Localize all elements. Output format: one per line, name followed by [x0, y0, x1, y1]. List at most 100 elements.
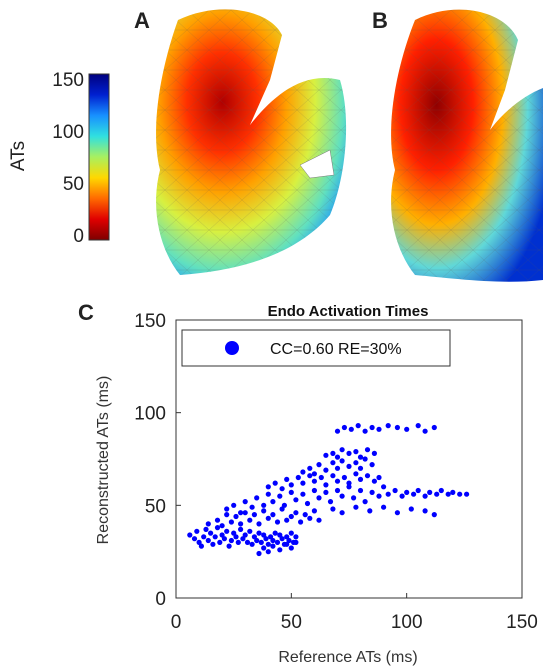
scatter-point — [323, 467, 329, 473]
scatter-point — [293, 534, 299, 540]
scatter-point — [265, 484, 271, 490]
scatter-point — [316, 495, 322, 501]
scatter-point — [210, 541, 216, 547]
scatter-point — [376, 426, 382, 432]
scatter-point — [307, 473, 313, 479]
scatter-point — [353, 460, 359, 466]
scatter-point — [369, 489, 375, 495]
scatter-point — [242, 532, 248, 538]
scatter-point — [235, 539, 241, 546]
scatter-point — [353, 449, 359, 455]
scatter-point — [334, 428, 341, 434]
scatter-point — [404, 489, 410, 495]
scatter-point — [364, 447, 371, 453]
y-tick-label: 0 — [155, 589, 166, 610]
scatter-point — [217, 539, 223, 546]
scatter-point — [265, 549, 271, 555]
scatter-point — [385, 423, 391, 429]
scatter-point — [341, 424, 347, 431]
scatter-point — [240, 536, 246, 542]
scatter-point — [334, 487, 341, 494]
scatter-point — [214, 525, 221, 531]
scatter-point — [270, 511, 276, 518]
y-tick-label: 50 — [145, 496, 166, 517]
scatter-point — [367, 508, 373, 514]
scatter-point — [411, 491, 417, 497]
scatter-point — [307, 465, 313, 471]
colorbar-tick-0: 0 — [73, 226, 84, 247]
scatter-point — [316, 517, 322, 523]
scatter-point — [265, 541, 271, 547]
scatter-point — [194, 528, 200, 534]
scatter-point — [277, 493, 283, 499]
scatter-point — [311, 487, 317, 494]
legend-entry: CC=0.60 RE=30% — [270, 341, 402, 358]
scatter-point — [399, 493, 405, 499]
scatter-point — [392, 487, 398, 494]
scatter-point — [300, 491, 306, 497]
scatter-point — [311, 508, 317, 514]
scatter-point — [371, 450, 377, 456]
scatter-point — [219, 523, 225, 529]
scatter-point — [203, 526, 209, 533]
scatter-point — [270, 543, 276, 549]
scatter-point — [233, 513, 239, 520]
scatter-point — [263, 536, 269, 542]
scatter-point — [376, 493, 382, 499]
colorbar-tick-150: 150 — [52, 70, 84, 91]
scatter-point — [205, 521, 211, 527]
scatter-point — [191, 536, 198, 542]
y-axis-ticks: 0 50 100 150 — [134, 311, 181, 610]
scatter-point — [224, 528, 230, 534]
scatter-point — [353, 504, 359, 510]
scatter-point — [394, 424, 400, 431]
scatter-point — [224, 506, 230, 512]
scatter-point — [316, 462, 322, 468]
scatter-point — [431, 424, 437, 431]
scatter-point — [357, 454, 364, 460]
scatter-point — [339, 447, 345, 453]
scatter-point — [284, 476, 290, 482]
scatter-point — [258, 539, 264, 546]
scatter-point — [346, 480, 352, 486]
scatter-point — [286, 537, 292, 544]
scatter-point — [357, 465, 364, 471]
scatter-point — [371, 478, 377, 484]
scatter-point — [339, 458, 345, 464]
scatter-point — [279, 506, 285, 512]
scatter-point — [445, 491, 451, 497]
scatter-point — [256, 521, 262, 527]
chart-title: Endo Activation Times — [268, 303, 429, 320]
scatter-point — [311, 478, 317, 484]
scatter-point — [293, 497, 299, 503]
scatter-point — [334, 454, 341, 460]
scatter-point — [351, 495, 357, 501]
x-tick-label: 0 — [171, 612, 182, 633]
scatter-point — [284, 541, 290, 547]
scatter-point — [228, 537, 234, 544]
scatter-point — [274, 519, 281, 525]
scatter-point — [307, 515, 313, 521]
scatter-point — [265, 515, 271, 521]
scatter-point — [212, 534, 218, 540]
scatter-point — [293, 510, 299, 516]
y-axis-label: Reconstructed ATs (ms) — [95, 376, 112, 545]
scatter-point — [334, 465, 341, 471]
legend: CC=0.60 RE=30% — [181, 329, 451, 367]
scatter-point — [254, 495, 260, 501]
scatter-point — [464, 491, 470, 497]
scatter-point — [300, 480, 306, 486]
scatter-point — [256, 550, 262, 557]
scatter-point — [272, 530, 278, 536]
scatter-point — [357, 487, 364, 494]
x-axis-label: Reference ATs (ms) — [278, 649, 417, 666]
scatter-point — [385, 491, 391, 497]
scatter-point — [293, 539, 299, 546]
scatter-point — [334, 478, 341, 484]
scatter-point — [226, 543, 232, 549]
scatter-point — [277, 547, 283, 553]
scatter-point — [330, 473, 336, 479]
scatter-point — [198, 543, 204, 549]
scatter-point — [221, 536, 227, 542]
scatter-point — [279, 536, 285, 542]
